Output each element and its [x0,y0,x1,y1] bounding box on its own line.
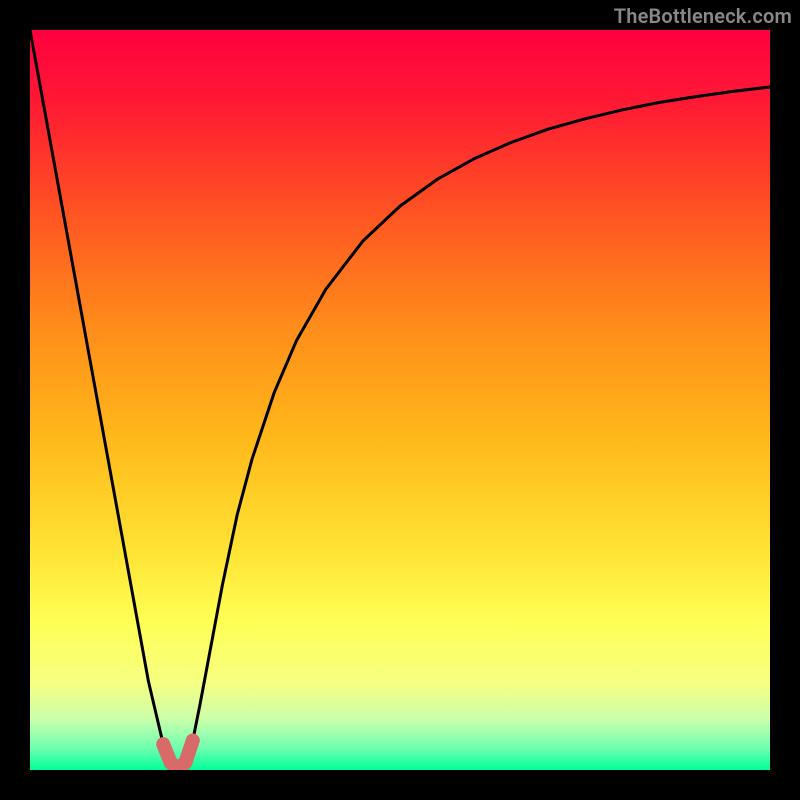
plot-area [30,30,770,770]
valley-marker [163,740,193,768]
bottleneck-curve [30,30,770,769]
curve-layer [30,30,770,770]
watermark-text: TheBottleneck.com [614,4,792,28]
chart-frame: TheBottleneck.com [0,0,800,800]
